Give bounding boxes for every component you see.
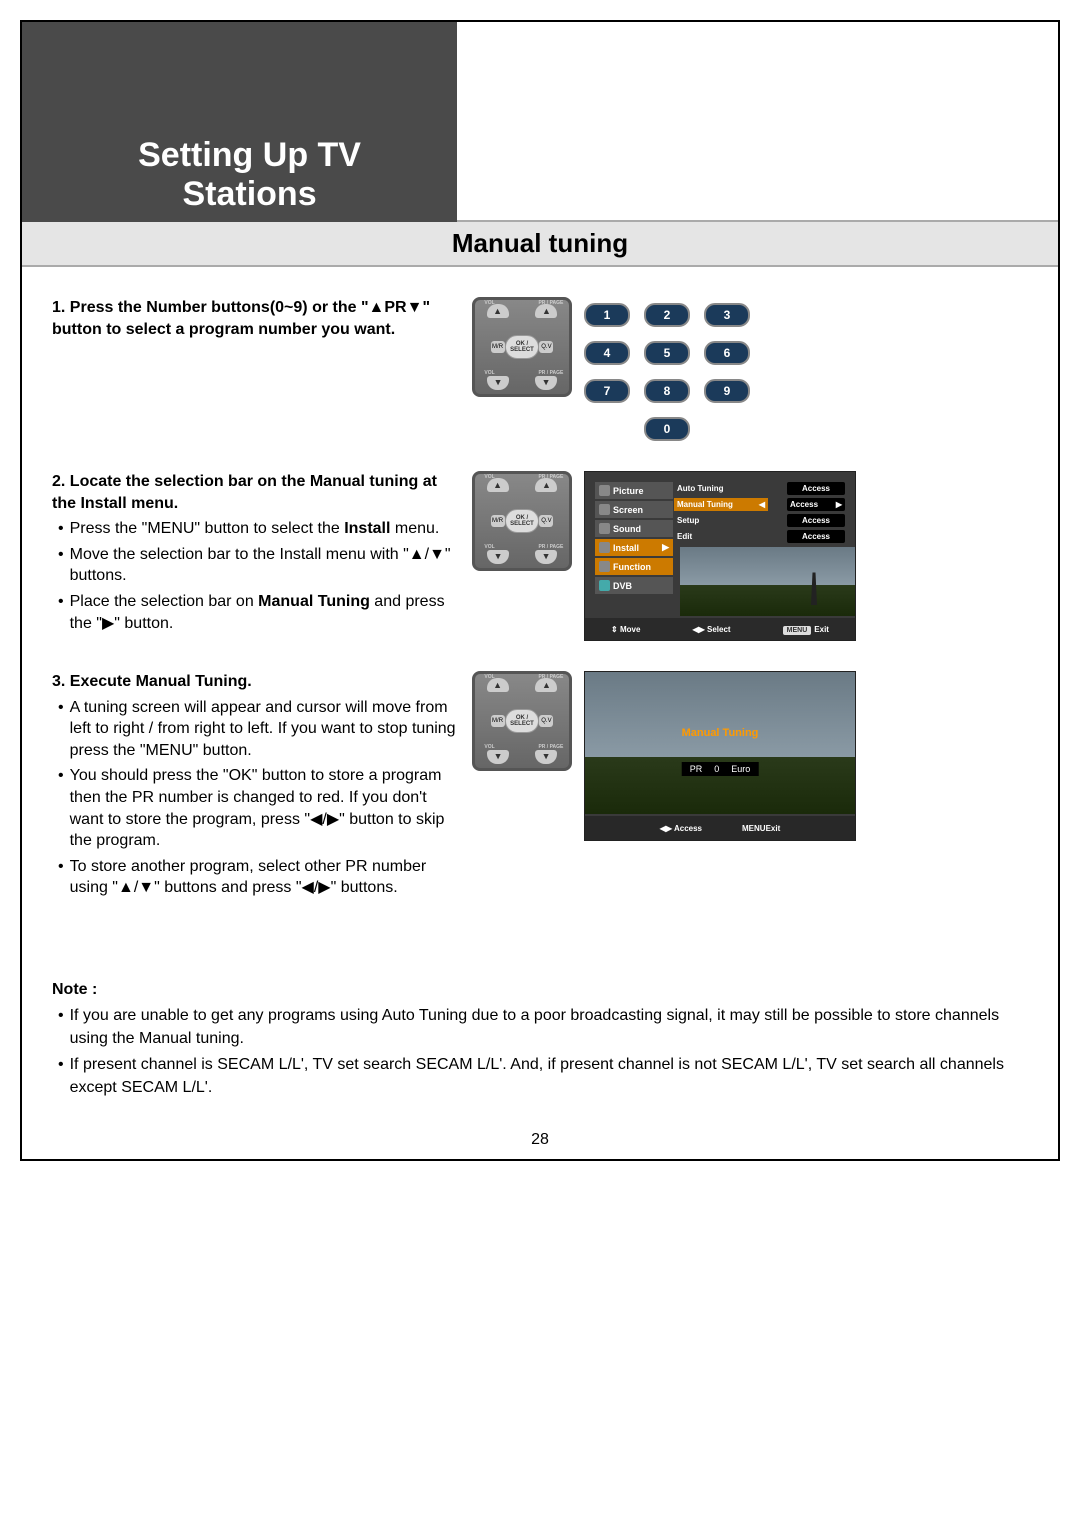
access-2[interactable]: Access▶: [787, 498, 845, 511]
menu-picture[interactable]: Picture: [595, 482, 673, 499]
key-5[interactable]: 5: [644, 341, 690, 365]
qv-btn[interactable]: Q.V: [539, 341, 553, 353]
step-3-text: 3. Execute Manual Tuning. A tuning scree…: [52, 671, 472, 899]
step-2-graphics: VOL PR / PAGE VOL PR / PAGE ▲ ▲ ▲ ▲ M/R …: [472, 471, 856, 641]
picture-icon: [599, 485, 610, 496]
function-icon: [599, 561, 610, 572]
tv2-footer: ◀▶ Access MENUExit: [585, 816, 855, 840]
page-title: Setting Up TV Stations: [42, 136, 457, 222]
screen-icon: [599, 504, 610, 515]
note-section: Note : If you are unable to get any prog…: [22, 979, 1058, 1099]
tv2-pr-label: PR: [690, 764, 703, 774]
menu-screen[interactable]: Screen: [595, 501, 673, 518]
number-keypad: 1 2 3 4 5 6 7 8 9 0: [584, 297, 750, 441]
step-3-graphics: VOL PR / PAGE VOL PR / PAGE ▲ ▲ ▲ ▲ M/R …: [472, 671, 856, 841]
tv2-title: Manual Tuning: [585, 727, 855, 739]
access-3[interactable]: Access: [787, 514, 845, 527]
access-1[interactable]: Access: [787, 482, 845, 495]
title-line1: Setting Up TV: [42, 136, 457, 175]
mr-btn[interactable]: M/R: [491, 341, 505, 353]
tv2-standard: Euro: [731, 764, 750, 774]
opt-setup[interactable]: Setup: [677, 514, 765, 527]
pr-down-btn[interactable]: ▲: [535, 550, 557, 564]
manual-page: Setting Up TV Stations Manual tuning 1. …: [20, 20, 1060, 1161]
content-area: 1. Press the Number buttons(0~9) or the …: [22, 267, 1058, 939]
hint-select: ◀▶ Select: [692, 625, 730, 634]
hint-move: ⇕ Move: [611, 625, 640, 634]
dvb-icon: [599, 580, 610, 591]
menu-sound[interactable]: Sound: [595, 520, 673, 537]
sound-icon: [599, 523, 610, 534]
menu-function[interactable]: Function: [595, 558, 673, 575]
note-bullet-2: If present channel is SECAM L/L', TV set…: [52, 1054, 1028, 1099]
key-0[interactable]: 0: [644, 417, 690, 441]
step-1: 1. Press the Number buttons(0~9) or the …: [52, 297, 1028, 441]
remote-dpad-2: VOL PR / PAGE VOL PR / PAGE ▲ ▲ ▲ ▲ M/R …: [472, 471, 572, 571]
step-3: 3. Execute Manual Tuning. A tuning scree…: [52, 671, 1028, 899]
opt-edit[interactable]: Edit: [677, 530, 765, 543]
menu-install[interactable]: Install▶: [595, 539, 673, 556]
tv-install-menu: Picture Screen Sound Install▶ Function D…: [584, 471, 856, 641]
remote-dpad: VOL PR / PAGE VOL PR / PAGE ▲ ▲ ▲ ▲ M/R …: [472, 297, 572, 397]
opt-auto-tuning[interactable]: Auto Tuning: [677, 482, 765, 495]
tv-background-photo: [680, 547, 855, 616]
tv-access-col: Access Access▶ Access Access: [787, 482, 845, 543]
tv2-hint-exit: MENUExit: [742, 824, 780, 833]
vol-up-btn[interactable]: ▲: [487, 478, 509, 492]
step-3-bullet-3: To store another program, select other P…: [52, 856, 457, 899]
menu-dvb[interactable]: DVB: [595, 577, 673, 594]
key-6[interactable]: 6: [704, 341, 750, 365]
step-3-head: 3. Execute Manual Tuning.: [52, 671, 457, 693]
vol-up-btn[interactable]: ▲: [487, 304, 509, 318]
access-4[interactable]: Access: [787, 530, 845, 543]
step-2-bullet-2: Move the selection bar to the Install me…: [52, 544, 457, 587]
key-7[interactable]: 7: [584, 379, 630, 403]
install-icon: [599, 542, 610, 553]
tv2-info-bar: PR 0 Euro: [682, 762, 759, 776]
step-2: 2. Locate the selection bar on the Manua…: [52, 471, 1028, 641]
step-3-bullet-2: You should press the "OK" button to stor…: [52, 765, 457, 851]
tv-tuning-screen: Manual Tuning PR 0 Euro ◀▶ Access MENUEx…: [584, 671, 856, 841]
title-line2: Stations: [42, 175, 457, 214]
key-8[interactable]: 8: [644, 379, 690, 403]
tv2-channel: 0: [714, 764, 719, 774]
tv2-background: [585, 672, 855, 814]
ok-select-btn[interactable]: OK / SELECT: [505, 335, 539, 359]
windmill-icon: [799, 555, 829, 605]
key-9[interactable]: 9: [704, 379, 750, 403]
step-2-text: 2. Locate the selection bar on the Manua…: [52, 471, 472, 634]
pr-down-btn[interactable]: ▲: [535, 376, 557, 390]
step-2-bullet-3: Place the selection bar on Manual Tuning…: [52, 591, 457, 634]
step-2-head: 2. Locate the selection bar on the Manua…: [52, 471, 457, 514]
step-1-head: 1. Press the Number buttons(0~9) or the …: [52, 297, 457, 340]
note-bullet-1: If you are unable to get any programs us…: [52, 1005, 1028, 1050]
remote-dpad-3: VOL PR / PAGE VOL PR / PAGE ▲ ▲ ▲ ▲ M/R …: [472, 671, 572, 771]
key-1[interactable]: 1: [584, 303, 630, 327]
key-3[interactable]: 3: [704, 303, 750, 327]
pr-up-btn[interactable]: ▲: [535, 478, 557, 492]
header-bar: Setting Up TV Stations: [22, 22, 457, 222]
hint-exit: MENUExit: [783, 625, 829, 634]
step-1-graphics: VOL PR / PAGE VOL PR / PAGE ▲ ▲ ▲ ▲ M/R …: [472, 297, 750, 441]
tv-right-menu: Auto Tuning Manual Tuning◀ Setup Edit: [677, 482, 765, 543]
key-2[interactable]: 2: [644, 303, 690, 327]
opt-manual-tuning[interactable]: Manual Tuning◀: [674, 498, 768, 511]
note-head: Note :: [52, 979, 1028, 1001]
tv-left-menu: Picture Screen Sound Install▶ Function D…: [595, 482, 673, 612]
step-1-text: 1. Press the Number buttons(0~9) or the …: [52, 297, 472, 340]
tv2-hint-access: ◀▶ Access: [660, 824, 702, 833]
key-4[interactable]: 4: [584, 341, 630, 365]
step-2-bullet-1: Press the "MENU" button to select the In…: [52, 518, 457, 540]
step-3-bullet-1: A tuning screen will appear and cursor w…: [52, 697, 457, 762]
page-number: 28: [22, 1131, 1058, 1149]
tv-footer-hints: ⇕ Move ◀▶ Select MENUExit: [585, 618, 855, 640]
section-subtitle: Manual tuning: [22, 220, 1058, 267]
pr-up-btn[interactable]: ▲: [535, 304, 557, 318]
vol-down-btn[interactable]: ▲: [487, 376, 509, 390]
vol-down-btn[interactable]: ▲: [487, 550, 509, 564]
